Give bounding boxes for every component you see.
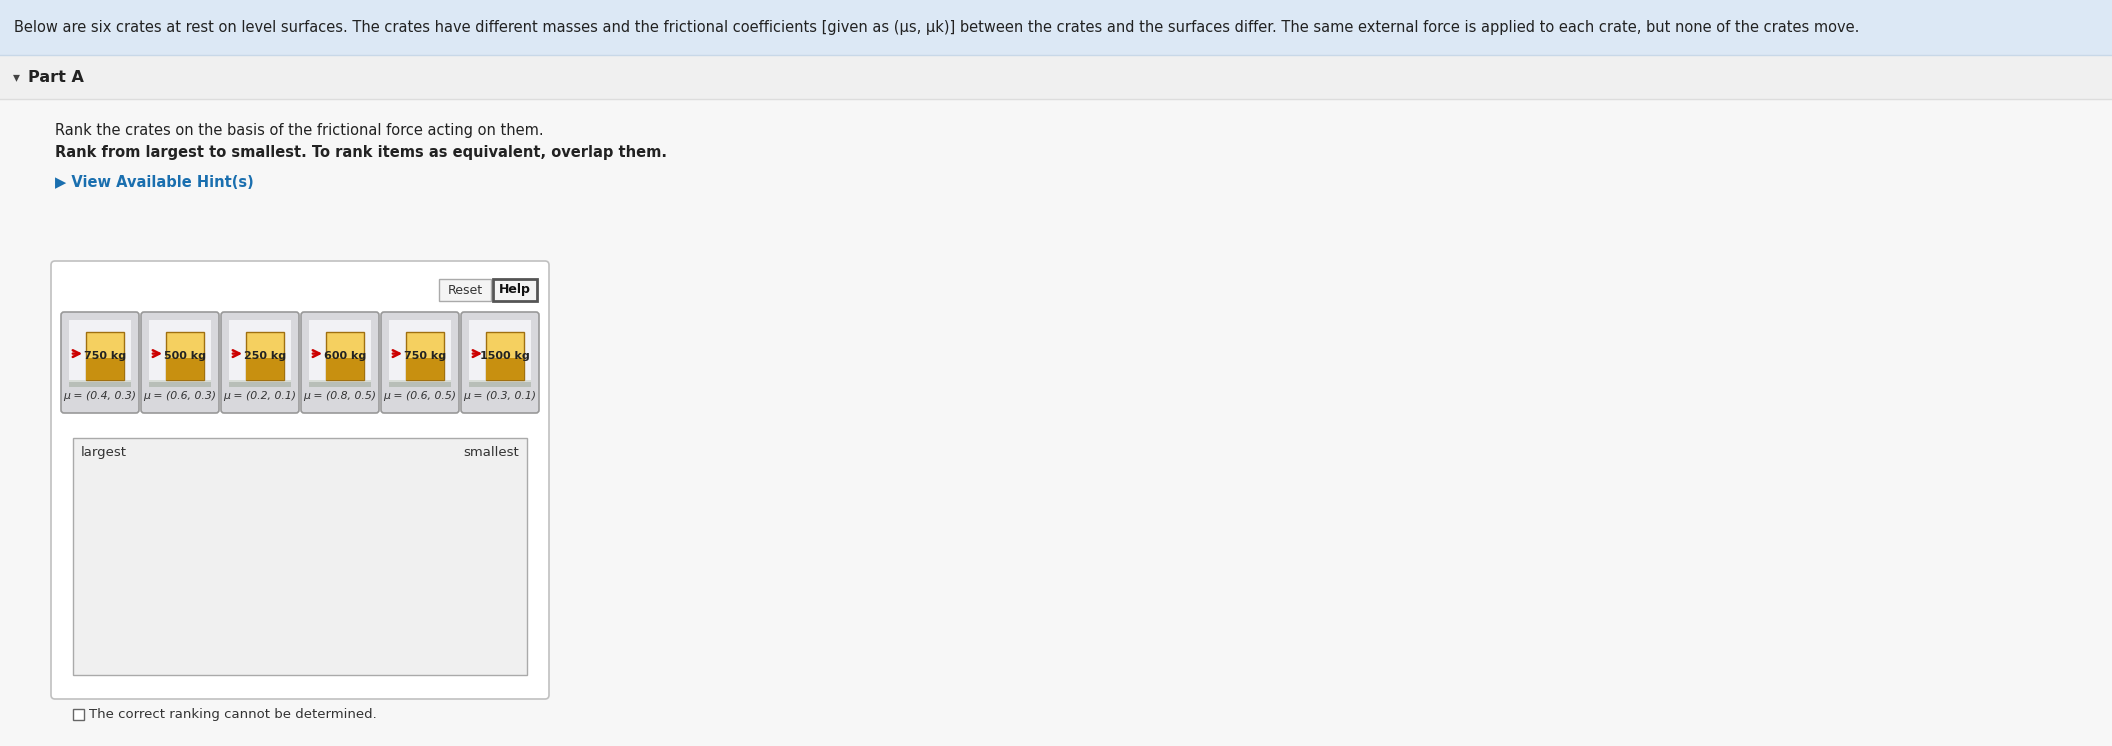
Bar: [389, 320, 452, 382]
Bar: [167, 358, 205, 380]
Text: ▾: ▾: [13, 70, 19, 84]
Bar: [70, 320, 131, 382]
FancyBboxPatch shape: [302, 312, 378, 413]
Bar: [228, 380, 291, 387]
FancyBboxPatch shape: [222, 312, 300, 413]
Bar: [87, 332, 125, 380]
Text: μ = (0.6, 0.3): μ = (0.6, 0.3): [144, 391, 218, 401]
Text: Part A: Part A: [27, 69, 84, 84]
Text: Below are six crates at rest on level surfaces. The crates have different masses: Below are six crates at rest on level su…: [15, 20, 1859, 35]
Bar: [439, 279, 490, 301]
FancyBboxPatch shape: [460, 312, 539, 413]
Text: The correct ranking cannot be determined.: The correct ranking cannot be determined…: [89, 708, 376, 721]
Text: Rank the crates on the basis of the frictional force acting on them.: Rank the crates on the basis of the fric…: [55, 123, 543, 138]
Bar: [87, 358, 125, 380]
FancyBboxPatch shape: [51, 261, 549, 699]
Text: largest: largest: [80, 446, 127, 459]
Text: smallest: smallest: [463, 446, 520, 459]
Text: Rank from largest to smallest. To rank items as equivalent, overlap them.: Rank from largest to smallest. To rank i…: [55, 145, 667, 160]
Text: ▶ View Available Hint(s): ▶ View Available Hint(s): [55, 175, 253, 190]
Bar: [469, 380, 530, 382]
Bar: [486, 332, 524, 380]
Text: μ = (0.8, 0.5): μ = (0.8, 0.5): [304, 391, 376, 401]
Text: μ = (0.4, 0.3): μ = (0.4, 0.3): [63, 391, 137, 401]
Bar: [0, 0, 2112, 55]
Text: 600 kg: 600 kg: [323, 351, 365, 361]
Bar: [167, 332, 205, 380]
Bar: [492, 279, 536, 301]
FancyBboxPatch shape: [142, 312, 220, 413]
Bar: [406, 358, 444, 380]
Text: 250 kg: 250 kg: [245, 351, 285, 361]
Bar: [308, 380, 372, 387]
Bar: [150, 380, 211, 387]
Bar: [228, 380, 291, 382]
FancyBboxPatch shape: [380, 312, 458, 413]
Bar: [486, 358, 524, 380]
Text: 750 kg: 750 kg: [403, 351, 446, 361]
Bar: [325, 358, 363, 380]
Bar: [74, 438, 528, 675]
Text: 1500 kg: 1500 kg: [479, 351, 530, 361]
Bar: [74, 709, 84, 720]
Bar: [389, 380, 452, 387]
Text: Reset: Reset: [448, 283, 482, 296]
Text: 500 kg: 500 kg: [165, 351, 207, 361]
Bar: [0, 99, 2112, 746]
Bar: [70, 380, 131, 387]
Bar: [245, 332, 283, 380]
Bar: [228, 320, 291, 382]
Bar: [325, 332, 363, 380]
Bar: [406, 332, 444, 380]
Bar: [70, 380, 131, 382]
FancyBboxPatch shape: [61, 312, 139, 413]
Bar: [245, 358, 283, 380]
Bar: [0, 55, 2112, 99]
Text: μ = (0.6, 0.5): μ = (0.6, 0.5): [384, 391, 456, 401]
Text: μ = (0.2, 0.1): μ = (0.2, 0.1): [224, 391, 296, 401]
Text: Help: Help: [498, 283, 530, 296]
Bar: [308, 380, 372, 382]
Bar: [308, 320, 372, 382]
Bar: [469, 320, 530, 382]
Bar: [389, 380, 452, 382]
Bar: [150, 380, 211, 382]
Bar: [150, 320, 211, 382]
Bar: [469, 380, 530, 387]
Text: μ = (0.3, 0.1): μ = (0.3, 0.1): [463, 391, 536, 401]
Text: 750 kg: 750 kg: [84, 351, 127, 361]
